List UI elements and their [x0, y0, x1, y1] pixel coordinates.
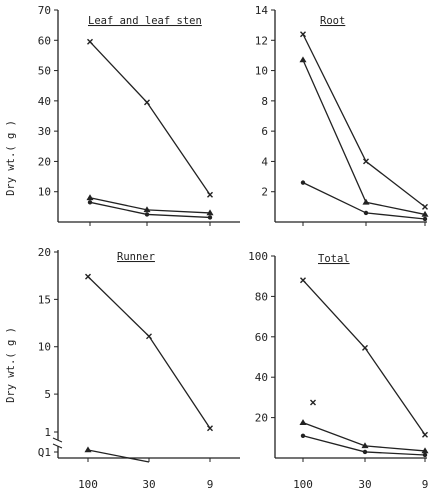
- annotation-mark: [310, 399, 316, 406]
- data-point-x: [146, 333, 152, 340]
- data-point-triangle: [421, 210, 429, 217]
- y-tick-label: 80: [255, 290, 268, 303]
- data-point-dot: [300, 180, 306, 185]
- series-line-x: [89, 41, 211, 196]
- data-point-x: [85, 273, 91, 280]
- series-line-triangle: [89, 197, 211, 214]
- data-point-dot: [87, 200, 93, 205]
- y-tick-label: Q1: [38, 446, 51, 459]
- y-axis-label-top: Dry wt.( g ): [5, 120, 17, 196]
- data-point-dot: [144, 212, 150, 217]
- y-tick-label: 30: [38, 125, 51, 138]
- y-tick-label: 10: [255, 65, 268, 78]
- y-tick-label: 1: [44, 426, 51, 439]
- x-tick-label: 9: [422, 478, 429, 491]
- data-point-x: [363, 158, 369, 165]
- panel-title-total: Total: [318, 253, 350, 265]
- y-tick-label: 4: [261, 155, 268, 168]
- x-tick-label: 9: [207, 478, 214, 491]
- data-point-dot: [207, 215, 213, 220]
- panel-title-root: Root: [320, 15, 345, 27]
- y-tick-label: 100: [248, 250, 268, 263]
- x-tick-label: 30: [142, 478, 155, 491]
- data-point-triangle: [362, 198, 370, 205]
- y-tick-label: 8: [261, 95, 268, 108]
- data-point-triangle: [143, 206, 151, 213]
- series-line-x: [302, 279, 426, 436]
- data-point-triangle: [206, 209, 214, 216]
- data-point-triangle: [86, 194, 94, 201]
- panel-2: 20 15 10 5 1 Q1 100 30 9: [38, 246, 240, 491]
- axis-break: [52, 437, 63, 449]
- data-point-x: [300, 31, 306, 38]
- y-tick-label: 20: [38, 155, 51, 168]
- series-line-triangle: [87, 449, 150, 463]
- y-tick-label: 12: [255, 34, 268, 47]
- y-tick-label: 15: [38, 293, 51, 306]
- y-tick-label: 20: [38, 246, 51, 259]
- data-point-x: [87, 38, 93, 45]
- y-tick-label: 40: [38, 95, 51, 108]
- data-point-dot: [422, 452, 428, 458]
- panel-title-leaf: Leaf and leaf sten: [88, 15, 202, 27]
- y-tick-label: 70: [38, 4, 51, 17]
- data-point-x: [422, 203, 428, 210]
- y-tick-label: 10: [38, 341, 51, 354]
- panel-3: 20 40 60 80 100 100 30 9: [248, 250, 429, 491]
- data-point-triangle: [361, 442, 369, 449]
- data-point-dot: [422, 216, 428, 222]
- y-tick-label: 5: [44, 388, 51, 401]
- data-point-x: [300, 277, 306, 284]
- data-point-triangle: [299, 56, 307, 63]
- y-tick-label: 60: [255, 331, 268, 344]
- series-line-x: [302, 33, 426, 208]
- x-tick-label: 100: [293, 478, 313, 491]
- y-tick-label: 40: [255, 371, 268, 384]
- x-tick-label: 30: [358, 478, 371, 491]
- data-point-x: [207, 425, 213, 432]
- y-axis-label-bottom: Dry wt.( g ): [5, 327, 17, 403]
- data-point-dot: [362, 449, 368, 455]
- data-point-x: [144, 99, 150, 106]
- y-tick-label: 6: [261, 125, 268, 138]
- data-point-x: [362, 344, 368, 351]
- data-point-x: [207, 191, 213, 198]
- data-point-triangle: [84, 446, 92, 453]
- data-point-triangle: [299, 419, 307, 425]
- y-tick-label: 20: [255, 412, 268, 425]
- y-tick-label: 10: [38, 186, 51, 199]
- data-point-dot: [363, 210, 369, 216]
- y-tick-label: 2: [261, 186, 268, 199]
- x-tick-label: 100: [78, 478, 98, 491]
- series-line-x: [87, 276, 211, 429]
- panel-0: 10 20 30 40 50 60 70: [38, 4, 240, 226]
- y-tick-label: 60: [38, 34, 51, 47]
- panel-title-runner: Runner: [117, 251, 155, 263]
- data-point-dot: [300, 433, 306, 438]
- data-point-x: [422, 431, 428, 438]
- y-tick-label: 50: [38, 65, 51, 78]
- panel-1: 2 4 6 8 10 12 14: [255, 4, 429, 226]
- y-tick-label: 14: [255, 4, 269, 17]
